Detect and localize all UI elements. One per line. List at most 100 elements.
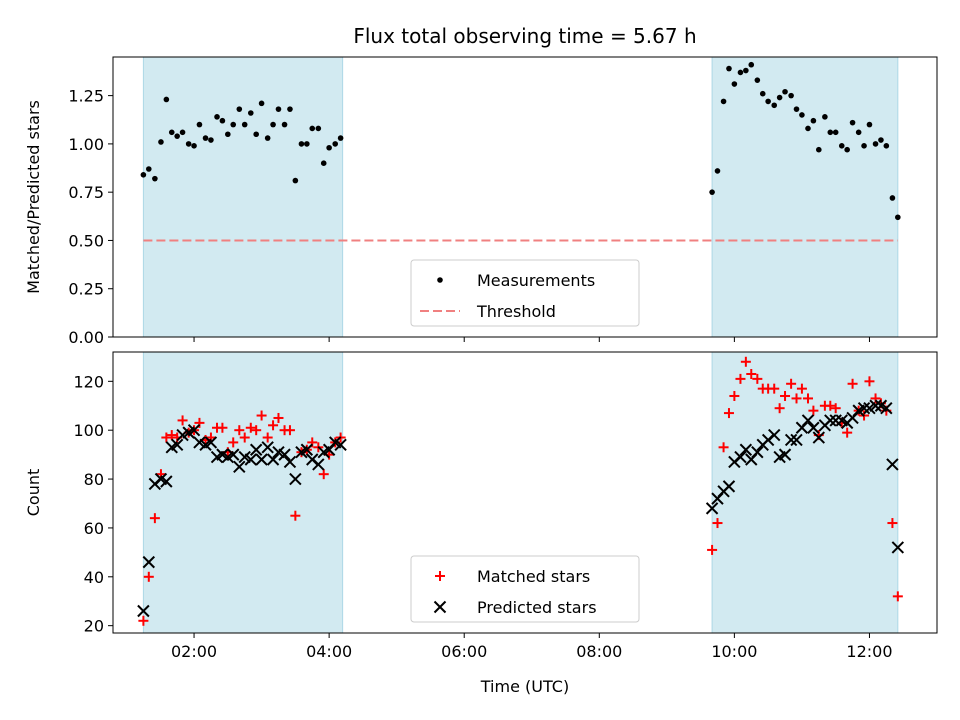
- data-point: [142, 555, 156, 569]
- series-predicted-stars: [137, 399, 905, 618]
- x-tick-label: 12:00: [846, 642, 892, 661]
- data-point: [864, 376, 875, 387]
- data-point: [769, 383, 780, 394]
- legend-label: Measurements: [477, 271, 595, 290]
- data-point: [244, 453, 257, 466]
- data-point: [292, 177, 299, 184]
- legend-item: Measurements: [437, 271, 595, 290]
- data-point: [273, 412, 284, 423]
- data-point: [225, 131, 231, 138]
- y-tick-label: 0.50: [68, 231, 104, 250]
- x-axis-label: Time (UTC): [480, 677, 569, 696]
- data-point: [892, 591, 903, 602]
- y-tick-label: 100: [73, 421, 104, 440]
- data-point: [784, 433, 798, 447]
- legend-marker: [437, 277, 443, 283]
- data-point: [796, 383, 807, 394]
- data-point: [179, 129, 186, 136]
- data-point: [759, 90, 766, 97]
- data-point: [847, 378, 858, 389]
- data-point: [202, 135, 209, 141]
- data-point: [825, 400, 836, 411]
- legend: Matched stars Predicted stars: [410, 555, 640, 623]
- data-point: [233, 460, 246, 474]
- data-point: [245, 422, 256, 433]
- shaded-region: [142, 351, 344, 634]
- x-tick-label: 02:00: [171, 642, 217, 661]
- y-tick-label: 0.75: [68, 183, 104, 202]
- data-point: [318, 469, 329, 480]
- data-point: [138, 615, 149, 626]
- data-point: [739, 443, 753, 456]
- data-point: [731, 81, 738, 87]
- y-tick-label: 40: [84, 568, 104, 587]
- data-point: [824, 414, 837, 427]
- data-point: [278, 448, 291, 461]
- data-point: [734, 450, 747, 464]
- data-point: [765, 98, 771, 105]
- data-point: [722, 480, 736, 493]
- data-point: [887, 518, 898, 529]
- shaded-region: [711, 351, 899, 634]
- data-point: [712, 518, 723, 529]
- data-point: [268, 420, 279, 431]
- data-point: [709, 189, 715, 195]
- shaded-region: [142, 56, 344, 338]
- legend-label: Matched stars: [477, 567, 590, 586]
- data-point: [735, 373, 746, 384]
- data-point: [720, 98, 727, 105]
- data-point: [228, 437, 239, 448]
- data-point: [270, 121, 276, 128]
- legend-box: [410, 555, 640, 623]
- data-point: [304, 141, 310, 147]
- data-point: [281, 121, 288, 128]
- data-point: [256, 410, 267, 421]
- y-tick-label: 0.25: [68, 280, 104, 299]
- data-point: [886, 458, 899, 471]
- data-point: [812, 431, 826, 444]
- data-point: [289, 472, 302, 486]
- data-point: [705, 502, 719, 515]
- data-point: [861, 143, 867, 149]
- data-point: [754, 77, 761, 83]
- data-point: [807, 421, 820, 434]
- data-point: [219, 117, 226, 124]
- data-point: [878, 137, 884, 143]
- data-point: [174, 133, 180, 139]
- data-point: [844, 146, 850, 153]
- data-point: [315, 125, 322, 132]
- data-point: [895, 214, 901, 221]
- legend-label: Predicted stars: [477, 598, 597, 617]
- data-point: [217, 422, 228, 433]
- data-point: [287, 106, 293, 112]
- data-point: [746, 368, 757, 379]
- data-point: [255, 453, 268, 466]
- data-point: [726, 65, 732, 72]
- data-point: [786, 378, 797, 389]
- data-point: [827, 129, 834, 136]
- x-tick-label: 04:00: [306, 642, 352, 661]
- data-point: [788, 92, 794, 99]
- legend-item: Predicted stars: [433, 598, 597, 617]
- data-point: [869, 399, 882, 412]
- data-point: [300, 443, 314, 456]
- data-point: [810, 117, 817, 124]
- data-point: [275, 106, 282, 112]
- x-tick-label: 08:00: [576, 642, 622, 661]
- data-point: [830, 403, 841, 414]
- y-tick-label: 80: [84, 470, 104, 489]
- data-point: [320, 160, 327, 167]
- data-point: [805, 125, 811, 132]
- legend: Measurements Threshold: [410, 259, 640, 327]
- chart-title: Flux total observing time = 5.67 h: [353, 24, 696, 48]
- data-point: [158, 139, 164, 145]
- y-tick-label: 20: [84, 617, 104, 636]
- data-point: [790, 433, 803, 447]
- series-measurements: [140, 61, 901, 221]
- data-point: [258, 100, 265, 107]
- data-point: [729, 390, 740, 401]
- legend-marker: [435, 571, 445, 581]
- data-point: [866, 121, 873, 128]
- legend-label: Threshold: [476, 302, 556, 321]
